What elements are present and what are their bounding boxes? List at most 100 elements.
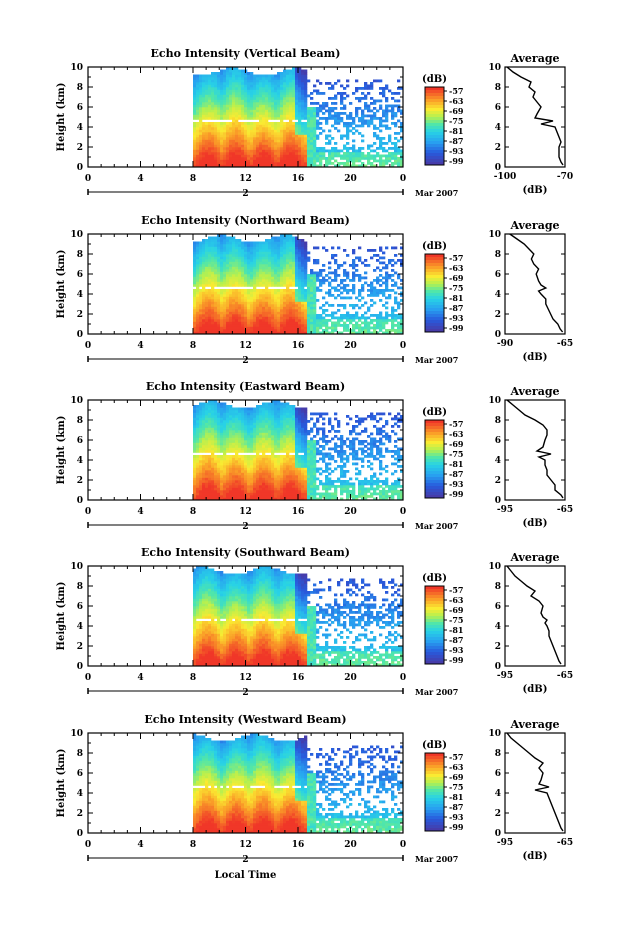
heatmap-cell bbox=[367, 104, 371, 108]
heatmap-cell bbox=[223, 164, 227, 168]
heatmap-cell bbox=[310, 124, 314, 128]
heatmap-cell bbox=[304, 246, 308, 250]
heatmap-cell bbox=[328, 271, 332, 275]
heatmap-cell bbox=[310, 97, 314, 100]
heatmap-cell bbox=[292, 326, 296, 330]
heatmap-cell bbox=[199, 274, 203, 277]
heatmap-cell bbox=[307, 162, 311, 165]
heatmap-cell bbox=[262, 124, 266, 128]
heatmap-cell bbox=[199, 251, 203, 255]
heatmap-cell bbox=[232, 127, 236, 130]
heatmap-cell bbox=[223, 79, 227, 83]
heatmap-cell bbox=[238, 437, 242, 441]
heatmap-cell bbox=[253, 137, 257, 140]
heatmap-cell bbox=[253, 279, 257, 282]
heatmap-cell bbox=[211, 417, 215, 421]
heatmap-cell bbox=[253, 249, 257, 252]
heatmap-cell bbox=[283, 316, 287, 320]
heatmap-cell bbox=[253, 296, 257, 300]
heatmap-cell bbox=[280, 316, 284, 320]
heatmap-cell bbox=[304, 311, 308, 315]
heatmap-cell bbox=[202, 164, 206, 168]
heatmap-cell bbox=[286, 309, 290, 312]
heatmap-cell bbox=[400, 324, 404, 327]
heatmap-cell bbox=[220, 447, 224, 451]
heatmap-cell bbox=[295, 331, 299, 335]
heatmap-cell bbox=[202, 467, 206, 471]
heatmap-cell bbox=[277, 276, 281, 280]
heatmap-cell bbox=[220, 495, 224, 498]
heatmap-cell bbox=[223, 117, 227, 120]
heatmap-cell bbox=[238, 415, 242, 418]
heatmap-cell bbox=[235, 497, 239, 501]
heatmap-cell bbox=[301, 139, 305, 143]
heatmap-cell bbox=[400, 129, 404, 133]
heatmap-cell bbox=[196, 450, 200, 453]
heatmap-cell bbox=[301, 99, 305, 103]
heatmap-cell bbox=[241, 299, 245, 302]
heatmap-cell bbox=[220, 301, 224, 305]
heatmap-cell bbox=[193, 92, 197, 95]
heatmap-cell bbox=[316, 279, 320, 282]
heatmap-cell bbox=[235, 239, 239, 242]
heatmap-cell bbox=[211, 402, 215, 406]
heatmap-cell bbox=[193, 259, 197, 262]
heatmap-cell bbox=[217, 440, 221, 443]
heatmap-cell bbox=[214, 306, 218, 310]
heatmap-cell bbox=[241, 259, 245, 262]
heatmap-cell bbox=[346, 154, 350, 158]
heatmap-cell bbox=[247, 470, 251, 473]
heatmap-cell bbox=[259, 157, 263, 160]
heatmap-cell bbox=[202, 79, 206, 83]
heatmap-cell bbox=[220, 244, 224, 247]
heatmap-cell bbox=[196, 291, 200, 295]
heatmap-cell bbox=[220, 246, 224, 250]
heatmap-cell bbox=[208, 104, 212, 108]
heatmap-cell bbox=[223, 492, 227, 496]
heatmap-cell bbox=[280, 266, 284, 270]
heatmap-cell bbox=[229, 324, 233, 327]
heatmap-cell bbox=[265, 311, 269, 315]
heatmap-cell bbox=[391, 279, 395, 282]
heatmap-cell bbox=[322, 304, 326, 307]
heatmap-cell bbox=[292, 321, 296, 325]
heatmap-cell bbox=[253, 74, 257, 78]
heatmap-cell bbox=[226, 425, 230, 428]
heatmap-cell bbox=[229, 254, 233, 257]
heatmap-cell bbox=[250, 139, 254, 143]
heatmap-cell bbox=[286, 299, 290, 302]
heatmap-cell bbox=[319, 269, 323, 272]
heatmap-cell bbox=[274, 97, 278, 100]
heatmap-cell bbox=[295, 92, 299, 95]
heatmap-cell bbox=[382, 326, 386, 330]
heatmap-cell bbox=[361, 147, 365, 150]
heatmap-cell bbox=[271, 324, 275, 327]
heatmap-cell bbox=[307, 274, 311, 277]
heatmap-cell bbox=[220, 490, 224, 493]
heatmap-cell bbox=[211, 319, 215, 322]
heatmap-cell bbox=[244, 437, 248, 441]
heatmap-cell bbox=[301, 264, 305, 267]
heatmap-cell bbox=[226, 266, 230, 270]
heatmap-cell bbox=[328, 314, 332, 317]
heatmap-cell bbox=[268, 109, 272, 113]
heatmap-cell bbox=[370, 289, 374, 292]
heatmap-cell bbox=[241, 144, 245, 148]
heatmap-cell bbox=[214, 485, 218, 488]
heatmap-cell bbox=[385, 114, 389, 118]
heatmap-cell bbox=[220, 241, 224, 245]
heatmap-cell bbox=[268, 301, 272, 305]
heatmap-cell bbox=[382, 304, 386, 307]
heatmap-cell bbox=[280, 239, 284, 242]
heatmap-cell bbox=[301, 117, 305, 120]
heatmap-cell bbox=[205, 331, 209, 335]
heatmap-cell bbox=[196, 87, 200, 90]
heatmap-cell bbox=[286, 102, 290, 105]
heatmap-cell bbox=[268, 127, 272, 130]
heatmap-cell bbox=[355, 326, 359, 330]
colorbar-segment bbox=[425, 266, 444, 270]
heatmap-cell bbox=[205, 92, 209, 95]
heatmap-cell bbox=[244, 306, 248, 310]
heatmap-cell bbox=[262, 261, 266, 265]
heatmap-cell bbox=[340, 102, 344, 105]
